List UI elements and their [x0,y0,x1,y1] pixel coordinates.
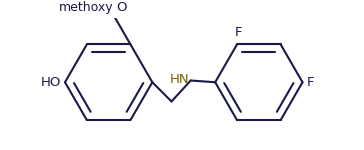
Text: HO: HO [41,76,62,89]
Text: F: F [235,26,242,39]
Text: F: F [307,76,314,89]
Text: methoxy: methoxy [58,1,113,14]
Text: HN: HN [169,73,189,86]
Text: O: O [116,1,127,14]
